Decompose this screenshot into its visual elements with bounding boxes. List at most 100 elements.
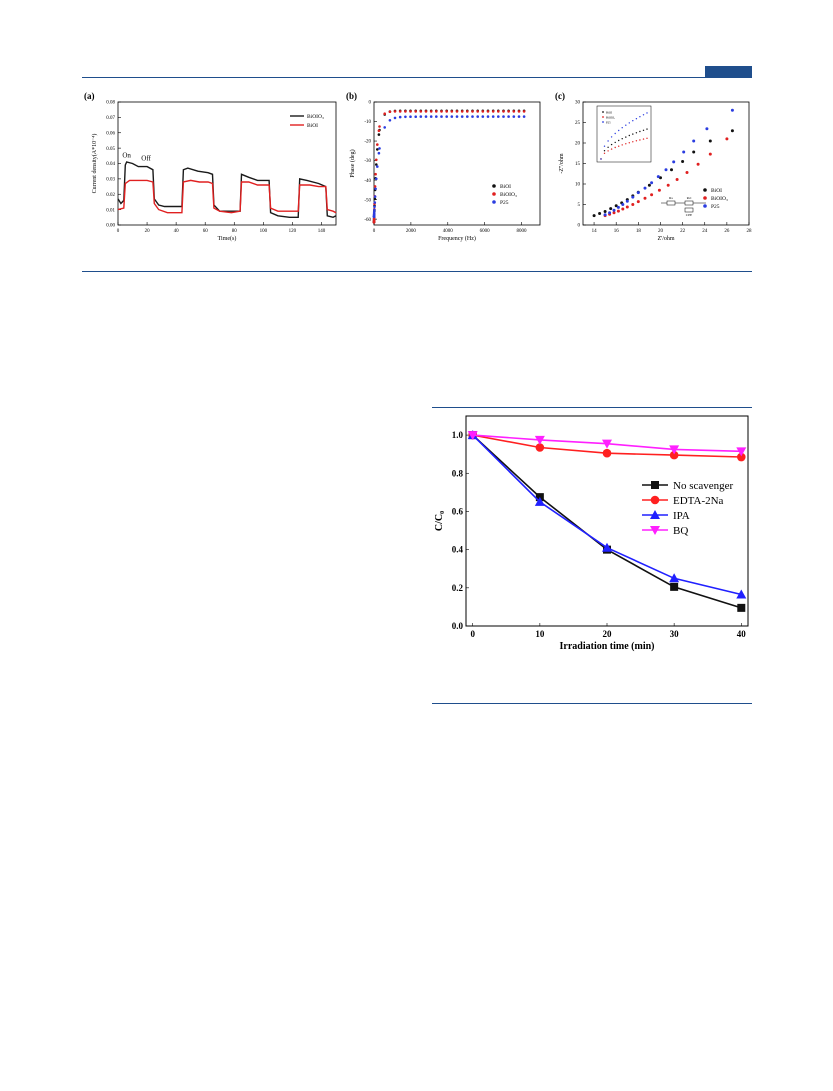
data-point-2	[466, 115, 469, 118]
inset-point-0	[639, 130, 641, 133]
inset-point-2	[642, 114, 645, 116]
data-point-1	[455, 110, 459, 113]
x-tick-label: 24	[702, 229, 708, 234]
inset-point-2	[614, 132, 616, 135]
inset-point-2	[635, 118, 638, 120]
legend-marker	[703, 196, 707, 200]
legend-marker	[492, 184, 496, 188]
circuit-label: Rct	[687, 196, 692, 200]
x-tick-label: 2000	[406, 229, 417, 234]
data-point-1	[377, 129, 381, 132]
data-point-1	[481, 110, 485, 113]
chart-d: 0 10 20 30 40 0.0 0.2 0.4 0.6 0.8 1.0 Irradiation t…	[434, 415, 749, 652]
data-point-2	[602, 542, 612, 552]
inset-legend-label: BiOI	[606, 111, 612, 115]
legend-label: BiOI	[307, 123, 318, 129]
data-point-1	[736, 452, 746, 462]
data-point-0	[737, 603, 746, 612]
series-line-2	[472, 434, 742, 596]
annotation-off: Off	[141, 154, 151, 162]
data-point-2	[424, 115, 428, 118]
legend-label: BQ	[673, 525, 688, 537]
chart-b: 0 2000 4000 6000 8000 0 -10 -20 -30 -40 -50 -60 Freq…	[346, 91, 541, 242]
data-point-1	[517, 110, 521, 113]
data-point-2	[376, 165, 379, 168]
inset-point-1	[639, 139, 641, 141]
data-point-1	[419, 110, 423, 113]
inset-point-1	[635, 140, 638, 142]
data-point-0	[730, 129, 734, 133]
data-point-1	[486, 110, 490, 113]
data-point-0	[373, 197, 377, 201]
data-point-1	[429, 110, 433, 113]
data-point-2	[497, 115, 500, 118]
data-point-1	[383, 112, 386, 115]
data-point-0	[692, 150, 696, 154]
inset-legend-label: BiOIO₃	[606, 116, 615, 120]
legend-label: IPA	[673, 510, 690, 522]
data-point-0	[670, 582, 679, 591]
data-point-1	[625, 205, 629, 209]
legend-label: BiOIO₃	[711, 196, 728, 202]
panel-label: (a)	[84, 91, 95, 101]
data-point-1	[708, 152, 712, 156]
data-point-2	[383, 126, 386, 129]
data-point-1	[466, 110, 469, 113]
data-point-2	[507, 115, 510, 118]
data-point-2	[393, 116, 397, 120]
data-point-0	[614, 204, 618, 208]
y-tick-label: -20	[364, 140, 371, 145]
circuit-label: CPE	[686, 213, 692, 217]
circuit-rct	[684, 200, 694, 206]
data-point-1	[636, 200, 640, 204]
data-point-0	[609, 207, 613, 211]
header-tab	[705, 66, 752, 77]
data-point-1	[497, 110, 500, 113]
data-point-1	[440, 110, 443, 113]
data-point-0	[670, 168, 673, 172]
y-tick-label: -50	[364, 198, 371, 203]
data-point-2	[373, 205, 376, 209]
data-point-2	[373, 195, 377, 198]
y-tick-label: 25	[575, 121, 581, 126]
data-point-2	[373, 201, 377, 204]
y-tick-label: 0.08	[106, 101, 115, 106]
circuit-rs	[666, 200, 676, 206]
x-tick-label: 100	[260, 229, 268, 234]
x-tick-label: 20	[658, 229, 664, 234]
inset-point-2	[639, 116, 641, 118]
data-point-2	[664, 168, 668, 172]
data-point-0	[376, 148, 379, 151]
inset-point-2	[646, 112, 648, 114]
data-point-1	[631, 203, 635, 206]
inset-point-2	[610, 136, 613, 138]
inset-point-0	[618, 139, 620, 142]
y-tick-label: 0.00	[106, 224, 115, 229]
inset-point-2	[625, 124, 627, 126]
inset-legend-label: P25	[606, 121, 611, 125]
data-point-1	[373, 185, 377, 188]
data-point-2	[612, 208, 616, 212]
inset-frame	[596, 105, 652, 163]
x-axis-label: Frequency (Hz)	[438, 235, 476, 242]
inset-legend-marker	[602, 121, 604, 123]
y-tick-label: 0.06	[106, 131, 115, 136]
data-point-2	[419, 115, 423, 118]
y-axis-label: C/C₀	[434, 511, 445, 531]
legend-label: P25	[711, 204, 720, 210]
inset-point-0	[614, 141, 616, 144]
data-point-1	[378, 125, 381, 128]
data-point-2	[705, 127, 709, 131]
data-point-2	[502, 115, 505, 118]
panel-label: (c)	[555, 91, 565, 101]
data-point-2	[616, 205, 620, 209]
data-point-1	[675, 178, 679, 181]
data-point-0	[708, 139, 712, 143]
x-tick-label: 30	[670, 629, 680, 639]
inset-point-2	[618, 129, 620, 132]
y-tick-label: -10	[364, 120, 371, 125]
legend-label: No scavenger	[673, 480, 734, 492]
legend-marker	[650, 510, 660, 519]
inset-point-2	[603, 145, 606, 147]
data-point-1	[460, 110, 464, 113]
